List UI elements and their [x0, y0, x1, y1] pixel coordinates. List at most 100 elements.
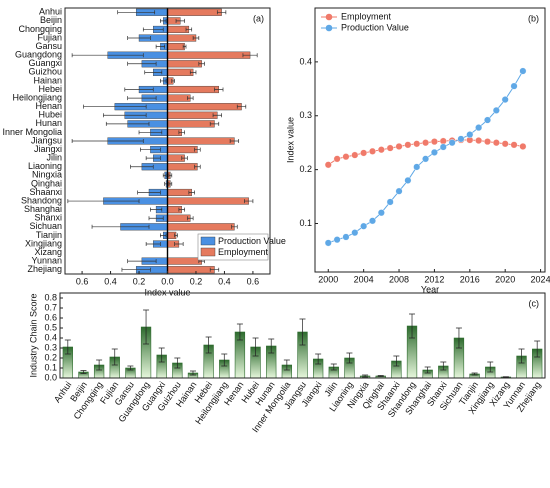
category-label: Xizang	[34, 247, 62, 257]
point	[386, 144, 394, 152]
plot-frame	[314, 7, 546, 273]
x-tick-label: 0.6	[76, 276, 89, 286]
point	[333, 155, 341, 163]
error-bar	[140, 147, 161, 152]
legend-marker	[325, 13, 333, 21]
error-bar	[487, 361, 494, 373]
point	[377, 209, 385, 217]
y-tick-label: 0.2	[44, 352, 57, 362]
error-bar	[216, 10, 227, 15]
x-tick-label: 0.4	[104, 276, 117, 286]
point	[439, 137, 447, 145]
category-label: Liaoning	[28, 161, 62, 171]
point	[404, 176, 412, 184]
point	[430, 148, 438, 156]
point	[475, 137, 483, 145]
x-tick-label: 0.6	[247, 276, 260, 286]
point	[324, 239, 332, 247]
error-bar	[424, 366, 431, 374]
category-label: Yunnan	[31, 256, 62, 266]
category-label: Inner Mongolia	[2, 127, 62, 137]
error-bar	[330, 363, 337, 371]
category-label: Jiangxi	[34, 144, 62, 154]
legend-label: Production Value	[341, 22, 409, 32]
point	[439, 143, 447, 151]
error-bar	[189, 70, 197, 75]
y-tick-label: 0.2	[299, 164, 312, 174]
error-bar	[252, 337, 259, 357]
error-bar	[534, 340, 541, 358]
x-tick-label: 2008	[389, 274, 409, 284]
error-bar	[91, 224, 150, 229]
error-bar	[143, 309, 150, 345]
point	[457, 135, 465, 143]
error-bar	[127, 61, 157, 66]
error-bar	[168, 181, 173, 186]
error-bar	[236, 104, 247, 109]
bar	[167, 34, 197, 42]
error-bar	[181, 156, 188, 161]
x-tick-label: 0.2	[190, 276, 203, 286]
panel-label: (c)	[529, 298, 540, 308]
y-tick-label: 0.1	[299, 218, 312, 228]
error-bar	[103, 113, 147, 118]
error-bar	[187, 96, 194, 101]
error-bar	[137, 190, 161, 195]
category-label: Guangxi	[28, 58, 62, 68]
bar	[167, 257, 202, 265]
error-bar	[83, 104, 147, 109]
error-bar	[150, 207, 163, 212]
bar	[167, 103, 242, 111]
category-label: Shanxi	[34, 213, 62, 223]
y-tick-label: 0.8	[44, 292, 57, 302]
point	[466, 131, 474, 139]
error-bar	[178, 207, 185, 212]
error-bar	[268, 338, 275, 354]
error-bar	[174, 233, 178, 238]
error-bar	[377, 375, 384, 377]
point	[395, 142, 403, 150]
error-bar	[192, 36, 200, 41]
error-bar	[393, 355, 400, 367]
error-bar	[174, 357, 181, 369]
error-bar	[518, 348, 525, 364]
point	[484, 138, 492, 146]
panel-label: (b)	[528, 13, 539, 23]
x-axis-label: Index value	[144, 287, 190, 297]
point	[369, 147, 377, 155]
error-bar	[299, 318, 306, 346]
error-bar	[144, 70, 163, 75]
category-label: Chongqing	[18, 24, 62, 34]
bar	[167, 163, 198, 171]
error-bar	[96, 359, 103, 371]
y-tick-label: 0.6	[44, 312, 57, 322]
point	[351, 229, 359, 237]
category-label: Guizhou	[28, 67, 62, 77]
error-bar	[214, 87, 224, 92]
category-label: Shanghai	[24, 204, 62, 214]
error-bar	[221, 353, 228, 367]
error-bar	[231, 224, 238, 229]
error-bar	[162, 173, 167, 178]
point	[404, 141, 412, 149]
point	[519, 67, 527, 75]
x-tick-label: 2004	[354, 274, 374, 284]
category-label: Shaanxi	[29, 187, 62, 197]
legend-swatch	[200, 236, 216, 246]
bar	[167, 266, 215, 274]
y-tick-label: 0.7	[44, 302, 57, 312]
point	[360, 222, 368, 230]
category-label: Heilongjiang	[12, 92, 62, 102]
error-bar	[283, 359, 290, 371]
bar	[167, 188, 192, 197]
error-bar	[174, 241, 184, 246]
error-bar	[158, 347, 165, 363]
legend-label: Employment	[218, 247, 269, 257]
category-label: Henan	[35, 101, 62, 111]
error-bar	[142, 27, 164, 32]
error-bar	[182, 44, 187, 49]
point	[360, 149, 368, 157]
category-label: Guangdong	[15, 50, 62, 60]
point	[492, 139, 500, 147]
point	[377, 146, 385, 154]
